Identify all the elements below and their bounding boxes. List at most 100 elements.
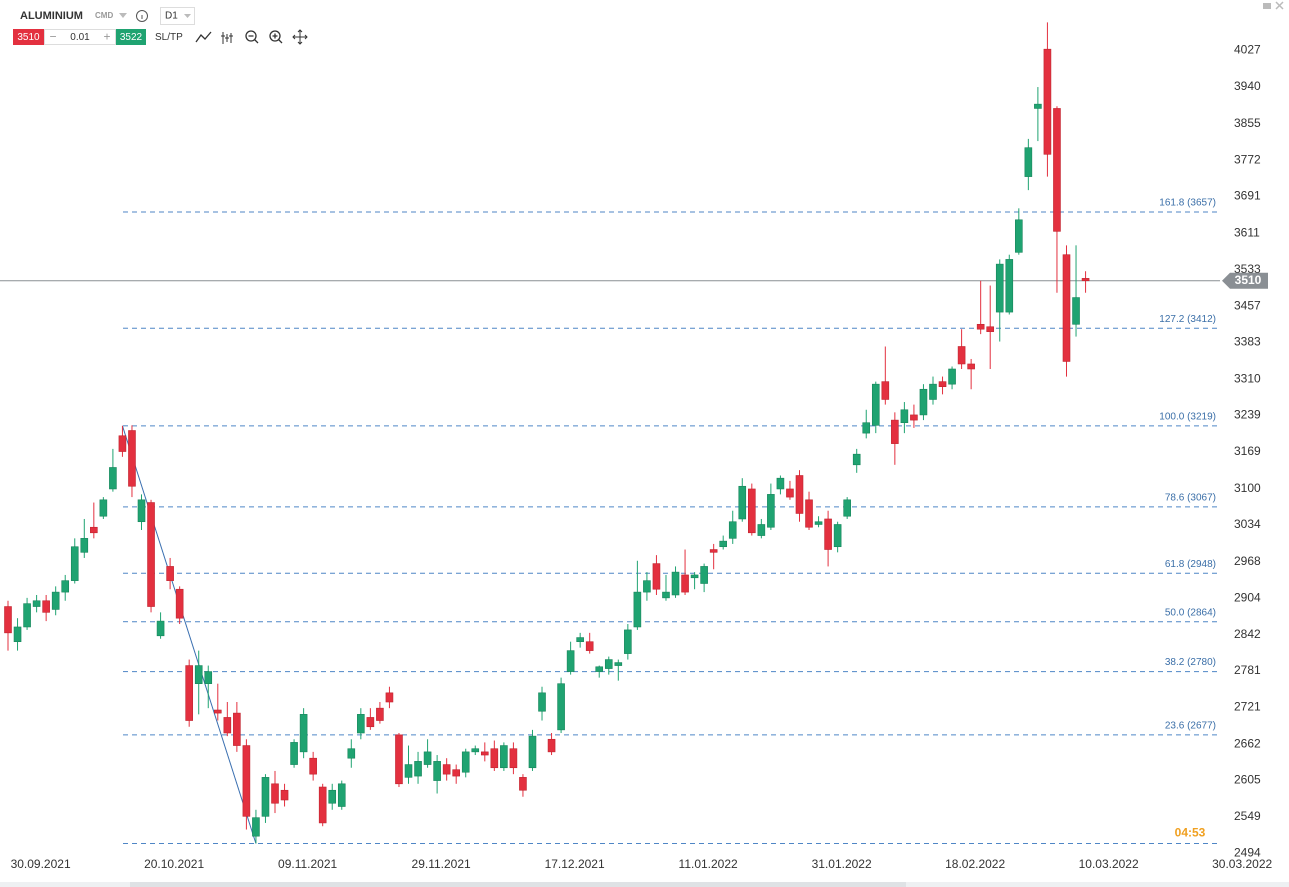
candle-body [423,751,432,765]
volume: 0.01 [70,32,90,43]
y-tick-label: 3383 [1234,335,1261,349]
candle-body [1072,297,1080,325]
candle-body [223,717,232,734]
candle-body [109,467,117,490]
candle-body [23,603,31,628]
candle-body [166,566,174,581]
timeframe-select[interactable] [160,7,195,25]
candle-body [51,591,60,610]
candle-body [509,748,518,769]
fib-level-label: 161.8 (3657) [1159,198,1216,209]
fib-level-label: 127.2 (3412) [1159,314,1216,325]
candle-body [719,540,728,548]
candle-body [948,368,956,385]
y-tick-label: 3611 [1234,225,1260,239]
candle-body [366,717,375,728]
candle-body [871,383,880,426]
timeframe: D1 [165,11,178,22]
buy-button[interactable] [116,29,146,45]
candle-body [252,817,260,837]
candle-body [490,748,499,769]
plot-area: 161.8 (3657) 127.2 (3412) 100.0 (3219) 78.6… [0,22,1272,871]
symbol-dropdown[interactable] [119,13,127,18]
candle-body [242,745,251,817]
x-tick-label: 31.01.2022 [812,857,872,871]
volume-plus[interactable]: + [103,30,110,44]
candle-body [614,662,623,666]
volume-minus[interactable]: − [49,30,56,44]
window-close[interactable] [1275,1,1284,10]
window-minimize[interactable] [1263,3,1271,9]
candle-body [1062,254,1071,362]
candle-body [757,524,766,536]
sell-button[interactable] [13,29,44,45]
candle-body [624,629,632,654]
candle-body [404,764,413,778]
y-tick-label: 3169 [1234,444,1261,458]
candle-body [13,626,22,643]
y-tick-label: 4027 [1234,43,1261,57]
y-tick-label: 3034 [1234,517,1261,531]
candle-body [547,738,556,753]
timeframe-arrow [184,14,191,18]
candle-body [643,580,651,593]
candle-body [986,326,995,332]
candle-body [767,494,775,528]
indicators-icon[interactable] [221,32,233,44]
y-tick-label: 3940 [1234,79,1261,93]
y-tick-label: 2721 [1234,700,1261,714]
candle-body [566,650,575,672]
sltp-button[interactable]: SL/TP [155,32,183,43]
candle-body [271,783,279,804]
y-tick-label: 2904 [1234,591,1261,605]
pan-icon[interactable] [292,29,308,45]
info-icon[interactable] [136,10,148,22]
candle-body [633,591,642,628]
candle-body [280,789,289,801]
candle-body [833,524,842,548]
zoom-in-glyph [272,33,283,44]
fib-level-label: 38.2 (2780) [1165,657,1216,668]
y-tick-label: 2494 [1234,846,1261,860]
candle-body [585,641,594,651]
candle-body [337,783,346,807]
candle-body [1053,108,1061,232]
candle-body [395,734,403,785]
x-tick-label: 30.03.2022 [1212,857,1272,871]
fib-level-label: 50.0 (2864) [1165,607,1216,618]
candle-body [671,571,680,596]
candle-body [652,563,661,590]
chart-type-icon[interactable] [195,31,212,43]
candle-body [376,707,384,721]
symbol: ALUMINIUM [20,10,83,22]
candle-body [118,435,127,452]
candle-body [32,600,41,607]
y-tick-label: 2781 [1234,663,1261,677]
candle-body [557,683,565,731]
candle-body [299,714,308,753]
x-tick-label: 09.11.2021 [278,857,337,871]
trend-line [121,425,257,844]
candle-body [318,786,327,824]
zoom-out-icon[interactable] [245,30,257,42]
candle-body [471,748,480,753]
candle-countdown: 04:53 [1175,826,1206,840]
y-tick-label: 3691 [1234,189,1261,203]
x-tick-label: 29.11.2021 [412,857,471,871]
candle-body [528,735,537,769]
candle-body [595,666,604,672]
candle-body [1005,259,1014,313]
x-tick-label: 20.10.2021 [144,857,204,871]
zoom-in-icon[interactable] [269,30,281,42]
volume-box[interactable] [44,29,116,45]
x-tick-label: 11.01.2022 [679,857,738,871]
candle-body [42,600,50,613]
x-tick-label: 17.12.2021 [545,857,605,871]
scrollbar-thumb[interactable] [130,882,906,887]
candle-body [99,499,108,517]
candle-body [500,745,508,769]
candle-body [604,659,613,669]
y-tick-label: 3239 [1234,408,1261,422]
candle-body [328,789,337,804]
